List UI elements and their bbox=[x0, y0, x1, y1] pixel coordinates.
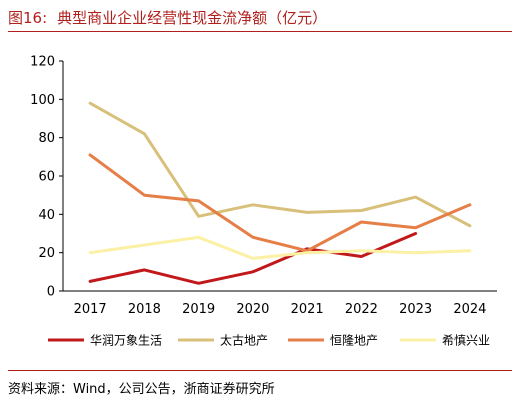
legend-label: 希慎兴业 bbox=[442, 333, 490, 348]
series-line bbox=[88, 153, 472, 253]
x-tick-label: 2017 bbox=[74, 302, 107, 317]
x-tick-label: 2022 bbox=[345, 302, 378, 317]
legend-label: 华润万象生活 bbox=[90, 334, 162, 348]
x-tick-label: 2023 bbox=[399, 302, 432, 317]
figure-header: 图16: 典型商业企业经营性现金流净额（亿元） bbox=[8, 6, 512, 28]
chart-axes: 0 20 40 60 80 100 120 2017 2018 2019 2020 2021 2022 2… bbox=[30, 55, 497, 317]
y-tick-label: 40 bbox=[38, 208, 55, 223]
legend-label: 太古地产 bbox=[220, 333, 268, 348]
chart-legend: 华润万象生活 太古地产 恒隆地产 希慎兴业 bbox=[48, 333, 490, 348]
line-chart: 0 20 40 60 80 100 120 2017 2018 2019 2020 2021 2022 2… bbox=[30, 55, 497, 348]
y-tick-label: 20 bbox=[38, 246, 55, 261]
chart-series bbox=[88, 101, 472, 285]
x-tick-label: 2018 bbox=[128, 302, 161, 317]
title-divider bbox=[8, 31, 512, 32]
source-note: 资料来源：Wind，公司公告，浙商证券研究所 bbox=[8, 382, 275, 397]
y-tick-label: 60 bbox=[38, 170, 55, 185]
figure-title: 典型商业企业经营性现金流净额（亿元） bbox=[57, 8, 328, 27]
figure-number: 图16: bbox=[8, 8, 48, 27]
y-tick-label: 120 bbox=[30, 55, 55, 70]
bottom-divider bbox=[8, 370, 512, 371]
y-tick-label: 80 bbox=[38, 131, 55, 146]
series-line bbox=[88, 235, 472, 260]
series-line bbox=[88, 101, 472, 228]
y-tick-label: 100 bbox=[30, 93, 55, 108]
y-tick-label: 0 bbox=[47, 285, 55, 300]
x-tick-label: 2020 bbox=[236, 302, 269, 317]
x-tick-label: 2021 bbox=[291, 302, 324, 317]
x-tick-label: 2024 bbox=[453, 302, 486, 317]
legend-label: 恒隆地产 bbox=[330, 333, 378, 348]
x-tick-label: 2019 bbox=[182, 302, 215, 317]
